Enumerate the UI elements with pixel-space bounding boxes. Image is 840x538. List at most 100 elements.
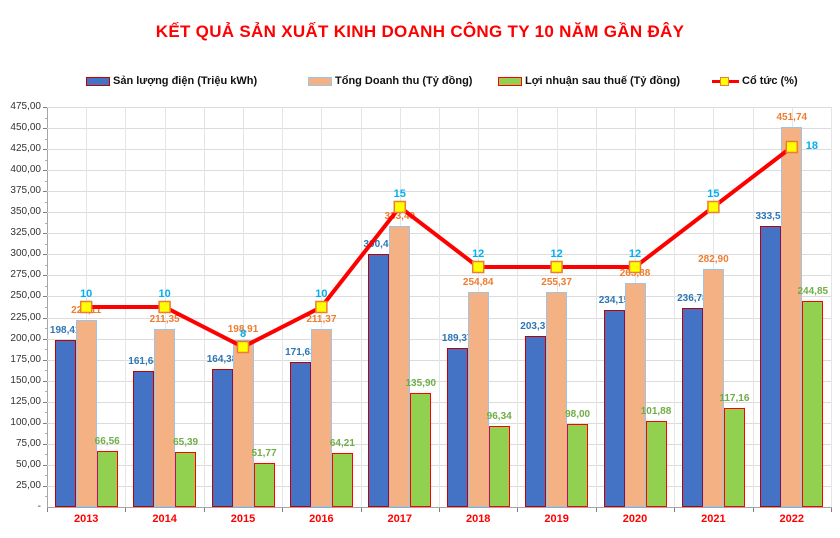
bar-value-label: 222,11 [71,304,102,316]
y-axis-tick-label: 25,00 [15,479,41,491]
bar-value-label: 101,88 [640,406,672,418]
line-value-label: 12 [472,248,485,260]
bar-value-label: 161,64 [128,355,159,367]
bar-series2-2014 [175,451,197,507]
y-axis-tick [43,464,47,466]
line-value-label: 18 [805,140,819,152]
x-axis-tick [125,508,127,512]
bar-value-label: 66,56 [94,435,120,447]
y-axis-tick-label: - [37,501,41,512]
y-axis-tick-label: 425,00 [10,143,41,155]
gridline-vertical [674,107,676,507]
y-axis-tick [43,443,47,445]
bar-value-label: 171,63 [285,347,316,359]
gridline-vertical [282,107,284,507]
bar-value-label: 244,85 [797,285,829,297]
bar-series0-2013 [54,339,76,507]
bar-series0-2016 [289,362,311,507]
legend-item-san-luong-dien: Sản lượng điện (Triệu kWh) [86,74,257,88]
y-axis-tick-label: 150,00 [10,374,41,386]
bar-value-label: 282,90 [698,253,729,265]
y-axis-minor-tick [45,180,47,182]
y-axis-tick [43,296,47,298]
x-axis-label-year-2022: 2022 [779,513,805,525]
y-axis-minor-tick [45,370,47,372]
y-axis-tick-label: 475,00 [10,101,41,112]
legend-item-loi-nhuan: Lợi nhuận sau thuế (Tỷ đồng) [498,74,680,88]
gridline-vertical [752,107,754,507]
line-value-label: 12 [550,248,563,260]
y-axis-tick [43,338,47,340]
bar-value-label: 164,38 [206,353,238,365]
bar-series0-2017 [368,254,390,507]
legend-label: Cổ tức (%) [742,75,798,87]
bar-series2-2015 [253,463,275,507]
y-axis-tick [43,422,47,424]
x-axis-label-year-2021: 2021 [701,513,726,525]
bar-series2-2021 [723,408,745,507]
y-axis-tick [43,254,47,256]
x-axis-line [47,507,832,508]
bar-value-label: 211,35 [149,314,180,326]
line-value-label: 10 [315,288,328,300]
legend-label: Sản lượng điện (Triệu kWh) [113,75,258,87]
x-axis-tick [831,508,832,512]
y-axis-minor-tick [45,222,47,224]
bar-series1-2016 [310,329,332,507]
bar-value-label: 65,39 [173,436,199,448]
bar-series2-2018 [488,425,510,507]
bar-series1-2015 [232,339,254,507]
gridline-vertical [595,107,597,507]
x-axis-label-year-2016: 2016 [309,513,334,525]
gridline-vertical [439,107,440,507]
bar-series1-2021 [702,268,724,507]
bar-series0-2014 [133,370,155,507]
bar-value-label: 98,00 [565,409,591,421]
y-axis-tick [43,275,47,277]
bar-series2-2020 [645,421,667,507]
line-value-label: 15 [707,188,720,200]
bar-value-label: 51,77 [251,448,277,460]
y-axis-tick [43,212,47,214]
bar-series2-2017 [410,392,432,507]
line-value-label: 10 [158,288,171,300]
bar-value-label: 198,41 [49,324,81,336]
plot-area: 198,41 161,64 164,38 171,63 300,41 189,37 203,… [47,107,832,507]
bar-series1-2019 [546,291,568,507]
legend-label: Tổng Doanh thu (Tỷ đồng) [335,75,473,87]
x-axis-label-year-2013: 2013 [73,513,99,525]
y-axis-minor-tick [45,349,47,351]
y-axis-minor-tick [45,117,47,119]
y-axis-tick [43,485,47,487]
y-axis-tick [43,107,47,108]
bar-series1-2017 [389,226,411,507]
y-axis-tick-label: 300,00 [10,248,41,260]
y-axis-tick-label: 375,00 [10,185,41,197]
y-axis-minor-tick [45,454,47,456]
bar-value-label: 211,37 [306,314,337,325]
bar-value-label: 135,90 [405,377,437,389]
bar-series1-2014 [154,329,176,507]
y-axis-minor-tick [45,328,47,330]
y-axis-tick-label: 225,00 [10,311,41,323]
bar-value-label: 265,88 [619,268,651,280]
x-axis-label-year-2015: 2015 [230,513,256,525]
bar-value-label: 254,84 [462,277,494,289]
y-axis-tick-label: 200,00 [10,332,41,344]
x-axis-tick [595,508,597,512]
line-value-label: 12 [628,248,642,260]
y-axis-tick [43,380,47,382]
y-axis-tick [43,128,47,130]
y-axis-tick [43,317,47,319]
legend-swatch-orange-bar [308,76,332,86]
gridline-vertical [517,107,519,507]
bar-value-label: 117,16 [719,393,750,405]
legend-swatch-green-bar [498,76,522,86]
bar-series1-2018 [467,292,489,507]
x-axis-tick [517,508,519,512]
x-axis-tick [439,508,440,512]
line-value-label: 10 [80,288,93,300]
bar-series0-2018 [446,347,468,507]
y-axis-tick [43,359,47,361]
bar-series1-2020 [624,283,646,507]
